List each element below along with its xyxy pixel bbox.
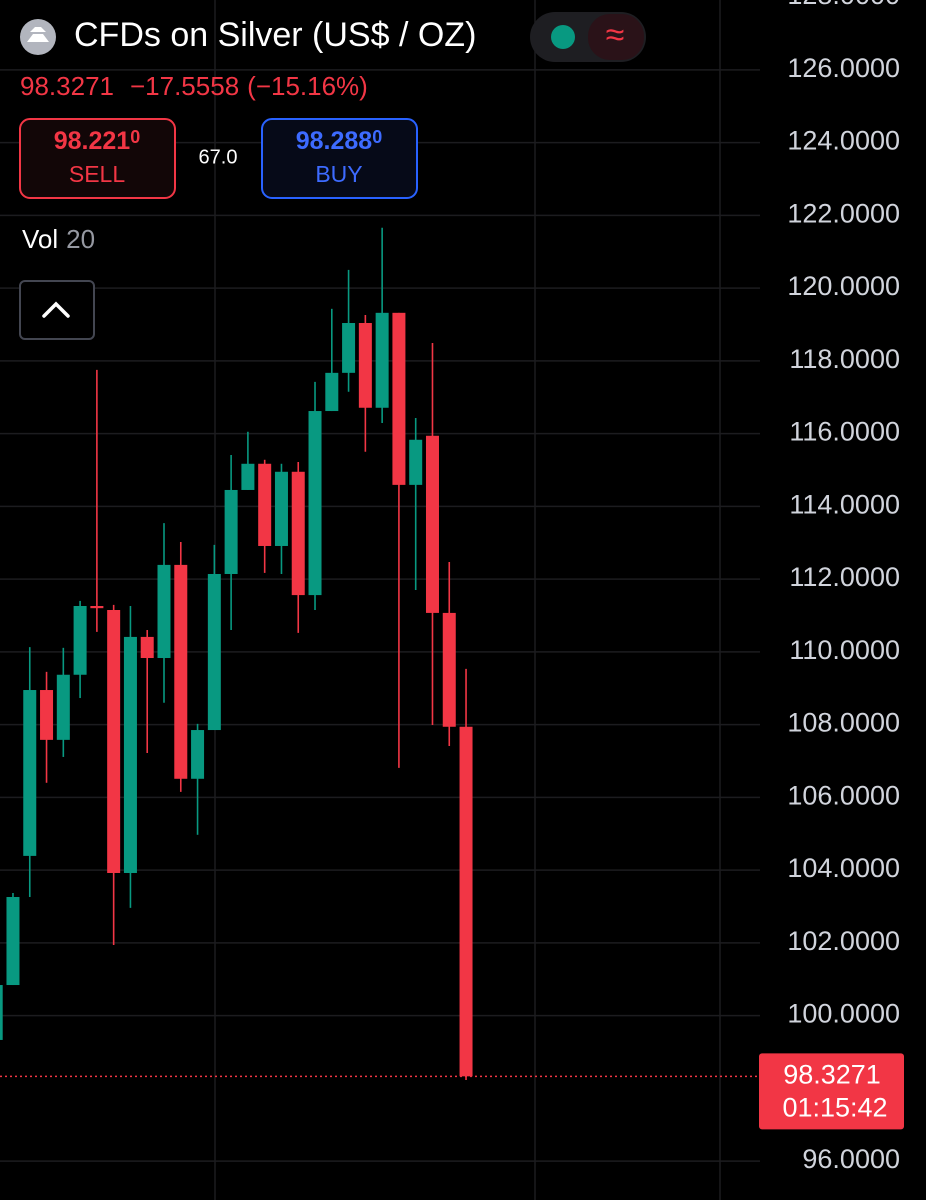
y-tick-label: 108.0000 xyxy=(787,708,900,738)
vol-indicator: Vol 20 xyxy=(22,224,95,254)
candle-body xyxy=(23,690,37,856)
candle-body xyxy=(0,985,3,1040)
y-tick-label: 118.0000 xyxy=(789,344,900,374)
candle-body xyxy=(258,463,272,546)
y-tick-label: 124.0000 xyxy=(787,126,900,156)
status-icon: ≈ xyxy=(606,16,625,54)
candle-body xyxy=(291,471,305,596)
price-axis: 96.0000 100.0000 102.0000 104.0000 106.0000 1… xyxy=(759,0,904,1174)
candle-body xyxy=(140,636,154,659)
y-tick-label: 122.0000 xyxy=(787,198,900,228)
buy-main: 98.288 xyxy=(296,127,373,155)
candle-body xyxy=(325,372,339,412)
candle-body xyxy=(56,674,70,740)
candle-body xyxy=(6,896,20,986)
title: CFDs on Silver (US$ / OZ) xyxy=(74,16,476,54)
last-price-box xyxy=(759,1053,904,1130)
countdown: 01:15:42 xyxy=(782,1093,887,1123)
y-tick-label: 104.0000 xyxy=(787,853,900,883)
candle-body xyxy=(409,439,423,485)
candle-body xyxy=(40,690,54,740)
candle-body xyxy=(123,636,137,873)
candle-body xyxy=(191,730,205,779)
status-icon-bg xyxy=(588,14,644,60)
buy-label: BUY xyxy=(315,161,362,187)
last-price: 98.3271 xyxy=(20,71,114,101)
buy-sup: 0 xyxy=(372,127,382,147)
candle-body xyxy=(342,323,356,373)
y-tick-label: 110.0000 xyxy=(789,635,900,665)
sell-button[interactable] xyxy=(19,118,176,199)
price-line: 98.3271 −17.5558 (−15.16%) xyxy=(20,71,368,101)
y-tick-label: 100.0000 xyxy=(787,999,900,1029)
candle-body xyxy=(375,312,389,408)
buy-price: 98.2880 xyxy=(296,127,382,155)
candles xyxy=(0,227,760,1080)
y-tick-label: 102.0000 xyxy=(787,926,900,956)
y-tick-label: 116.0000 xyxy=(789,417,900,447)
y-tick-label: 96.0000 xyxy=(802,1144,900,1174)
sell-main: 98.221 xyxy=(54,127,131,155)
candle-body xyxy=(174,564,188,779)
spread: 67.0 xyxy=(199,146,238,168)
candle-body xyxy=(274,471,288,546)
candle-body xyxy=(90,606,104,609)
candle-body xyxy=(207,573,221,731)
y-tick-label: 120.0000 xyxy=(787,271,900,301)
y-tick-label: 112.0000 xyxy=(789,562,900,592)
candle-body xyxy=(241,463,255,490)
candle-body xyxy=(442,612,456,727)
sell-sup: 0 xyxy=(130,127,140,147)
change-pct: (−15.16%) xyxy=(247,71,368,101)
y-tick-label: 114.0000 xyxy=(789,489,900,519)
candle-body xyxy=(73,606,87,675)
symbol-icon-bars xyxy=(27,27,49,42)
candle-body xyxy=(308,411,322,596)
sell-label: SELL xyxy=(69,161,125,187)
sell-price: 98.2210 xyxy=(54,127,140,155)
last-price-label: 98.3271 xyxy=(783,1060,881,1090)
y-tick-label: 106.0000 xyxy=(787,780,900,810)
candle-body xyxy=(358,323,372,408)
candle-body xyxy=(392,312,406,485)
candle-body xyxy=(224,489,238,574)
change: −17.5558 xyxy=(130,71,239,101)
candle-body xyxy=(425,435,439,613)
vol-value: 20 xyxy=(66,224,95,254)
market-open-dot xyxy=(551,25,575,49)
vol-label: Vol xyxy=(22,224,58,254)
y-tick-label: 128.0000 xyxy=(787,0,900,10)
chevron-up xyxy=(42,301,70,318)
candle-body xyxy=(107,610,121,873)
candle-body xyxy=(459,726,473,1077)
buy-button[interactable] xyxy=(261,118,418,199)
y-tick-label: 126.0000 xyxy=(787,53,900,83)
candle-body xyxy=(157,564,171,659)
collapse-button[interactable] xyxy=(19,280,95,340)
